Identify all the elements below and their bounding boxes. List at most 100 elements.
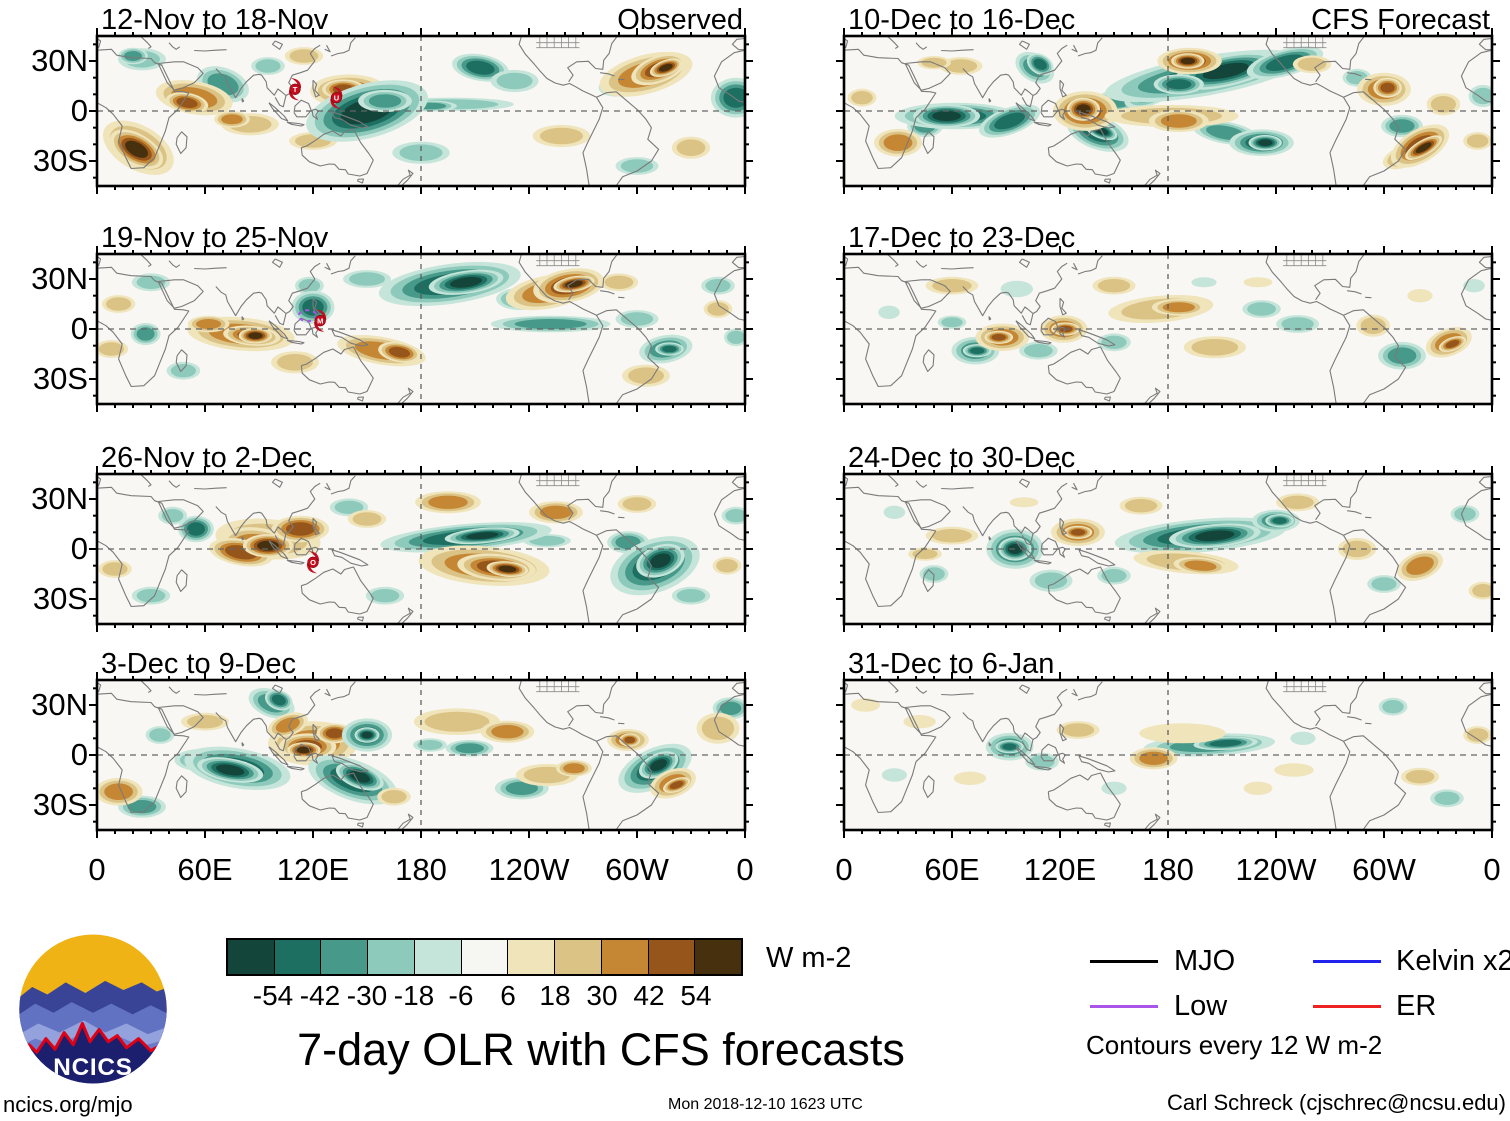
map-panel: 24-Dec to 30-Dec bbox=[836, 440, 1500, 632]
panel-title: 10-Dec to 16-Dec bbox=[848, 4, 1076, 36]
y-axis-label: 0 bbox=[70, 311, 88, 346]
map-frame bbox=[842, 34, 1494, 188]
legend-label: Kelvin x2 bbox=[1396, 945, 1510, 977]
y-axis-label: 30S bbox=[32, 581, 88, 616]
map-frame bbox=[95, 252, 747, 406]
legend-line bbox=[1090, 1005, 1158, 1008]
anomaly-blobs bbox=[97, 261, 745, 387]
x-axis-label: 120W bbox=[488, 852, 570, 887]
ncics-logo-art: NCICS bbox=[19, 934, 167, 1084]
map-panel: 19-Nov to 25-Nov M bbox=[89, 220, 753, 412]
map-frame bbox=[842, 678, 1494, 832]
panel-header: 17-Dec to 23-Dec bbox=[844, 220, 1492, 253]
y-axis-label: 30N bbox=[31, 43, 88, 78]
colorbar-tick-label: 54 bbox=[680, 980, 712, 1011]
panel-header: 12-Nov to 18-Nov Observed bbox=[97, 2, 745, 35]
map-canvas: O bbox=[89, 466, 753, 632]
panel-title: 19-Nov to 25-Nov bbox=[101, 222, 329, 254]
colorbar-tick-label: -30 bbox=[346, 980, 388, 1011]
y-axis-label: 0 bbox=[70, 531, 88, 566]
map-tick-marks bbox=[89, 672, 753, 838]
panel-header: 24-Dec to 30-Dec bbox=[844, 440, 1492, 473]
x-axis-label: 180 bbox=[1142, 852, 1194, 887]
y-axis-label: 30N bbox=[31, 687, 88, 722]
x-axis-label: 0 bbox=[736, 852, 754, 887]
coastlines bbox=[844, 680, 1492, 830]
coastlines bbox=[844, 474, 1492, 624]
y-axis-label: 30S bbox=[32, 361, 88, 396]
svg-text:T: T bbox=[293, 85, 298, 94]
colorbar-tick-label: -6 bbox=[448, 980, 474, 1011]
legend-line bbox=[1090, 960, 1158, 963]
x-axis-label: 120W bbox=[1235, 852, 1317, 887]
legend-label: ER bbox=[1396, 990, 1437, 1022]
x-axis-label: 0 bbox=[835, 852, 853, 887]
colorbar-segment bbox=[601, 940, 649, 974]
legend-line bbox=[1313, 960, 1381, 963]
map-canvas bbox=[836, 466, 1500, 632]
panel-title: 17-Dec to 23-Dec bbox=[848, 222, 1076, 254]
panel-title: 3-Dec to 9-Dec bbox=[101, 648, 297, 680]
panel-corner-label: Observed bbox=[617, 4, 743, 36]
map-frame bbox=[95, 678, 747, 832]
map-panel: 10-Dec to 16-Dec CFS Forecast bbox=[836, 2, 1500, 194]
tropical-cyclone-icon: U bbox=[330, 86, 343, 109]
colorbar bbox=[226, 938, 743, 976]
map-canvas: M bbox=[89, 246, 753, 412]
anomaly-blobs bbox=[847, 46, 1492, 170]
panel-title: 24-Dec to 30-Dec bbox=[848, 442, 1076, 474]
panel-corner-label: CFS Forecast bbox=[1311, 4, 1490, 36]
low-contour bbox=[297, 309, 318, 323]
colorbar-segment bbox=[695, 940, 742, 974]
coastlines bbox=[97, 254, 745, 404]
x-axis-label: 120E bbox=[276, 852, 350, 887]
map-panel: 31-Dec to 6-Jan bbox=[836, 646, 1500, 838]
panel-title: 12-Nov to 18-Nov bbox=[101, 4, 329, 36]
legend-label: MJO bbox=[1174, 945, 1236, 977]
map-frame bbox=[95, 472, 747, 626]
y-axis-label: 30N bbox=[31, 261, 88, 296]
anomaly-blobs bbox=[97, 687, 745, 818]
legend-label: Low bbox=[1174, 990, 1228, 1022]
legend-line bbox=[1313, 1005, 1381, 1008]
panel-header: 19-Nov to 25-Nov bbox=[97, 220, 745, 253]
map-frame bbox=[95, 34, 747, 188]
colorbar-segment bbox=[228, 940, 275, 974]
tropical-cyclone-icon: T bbox=[288, 78, 302, 101]
coastlines bbox=[97, 474, 745, 624]
x-axis-label: 60E bbox=[177, 852, 233, 887]
colorbar-units: W m-2 bbox=[766, 942, 852, 974]
colorbar-segment bbox=[508, 940, 556, 974]
colorbar-tick-label: -42 bbox=[299, 980, 341, 1011]
coastlines bbox=[844, 36, 1492, 186]
y-axis-label: 30S bbox=[32, 143, 88, 178]
colorbar-tick-label: -54 bbox=[252, 980, 294, 1011]
map-canvas bbox=[836, 28, 1500, 194]
map-canvas bbox=[836, 672, 1500, 838]
panel-header: 3-Dec to 9-Dec bbox=[97, 646, 745, 679]
x-axis-label: 180 bbox=[395, 852, 447, 887]
panel-header: 10-Dec to 16-Dec CFS Forecast bbox=[844, 2, 1492, 35]
colorbar-segment bbox=[461, 940, 509, 974]
colorbar-tick-label: 6 bbox=[500, 980, 516, 1011]
colorbar-tick-label: -18 bbox=[393, 980, 435, 1011]
tropical-cyclone-icon: O bbox=[306, 551, 320, 574]
logo-text: NCICS bbox=[53, 1054, 132, 1081]
x-axis-label: 60W bbox=[605, 852, 669, 887]
x-axis-label: 0 bbox=[1483, 852, 1501, 887]
map-frame bbox=[842, 472, 1494, 626]
coastlines bbox=[97, 680, 745, 830]
anomaly-blobs bbox=[98, 491, 745, 605]
map-frame bbox=[842, 252, 1494, 406]
colorbar-tick-label: 18 bbox=[539, 980, 571, 1011]
panel-title: 26-Nov to 2-Dec bbox=[101, 442, 313, 474]
map-panel: 3-Dec to 9-Dec bbox=[89, 646, 753, 838]
svg-text:U: U bbox=[334, 94, 339, 103]
coastlines bbox=[844, 254, 1492, 404]
footer-timestamp: Mon 2018-12-10 1623 UTC bbox=[668, 1096, 863, 1113]
x-axis-label: 60E bbox=[924, 852, 980, 887]
svg-text:M: M bbox=[317, 317, 323, 326]
colorbar-segment bbox=[321, 940, 369, 974]
map-canvas: T U bbox=[89, 28, 753, 194]
